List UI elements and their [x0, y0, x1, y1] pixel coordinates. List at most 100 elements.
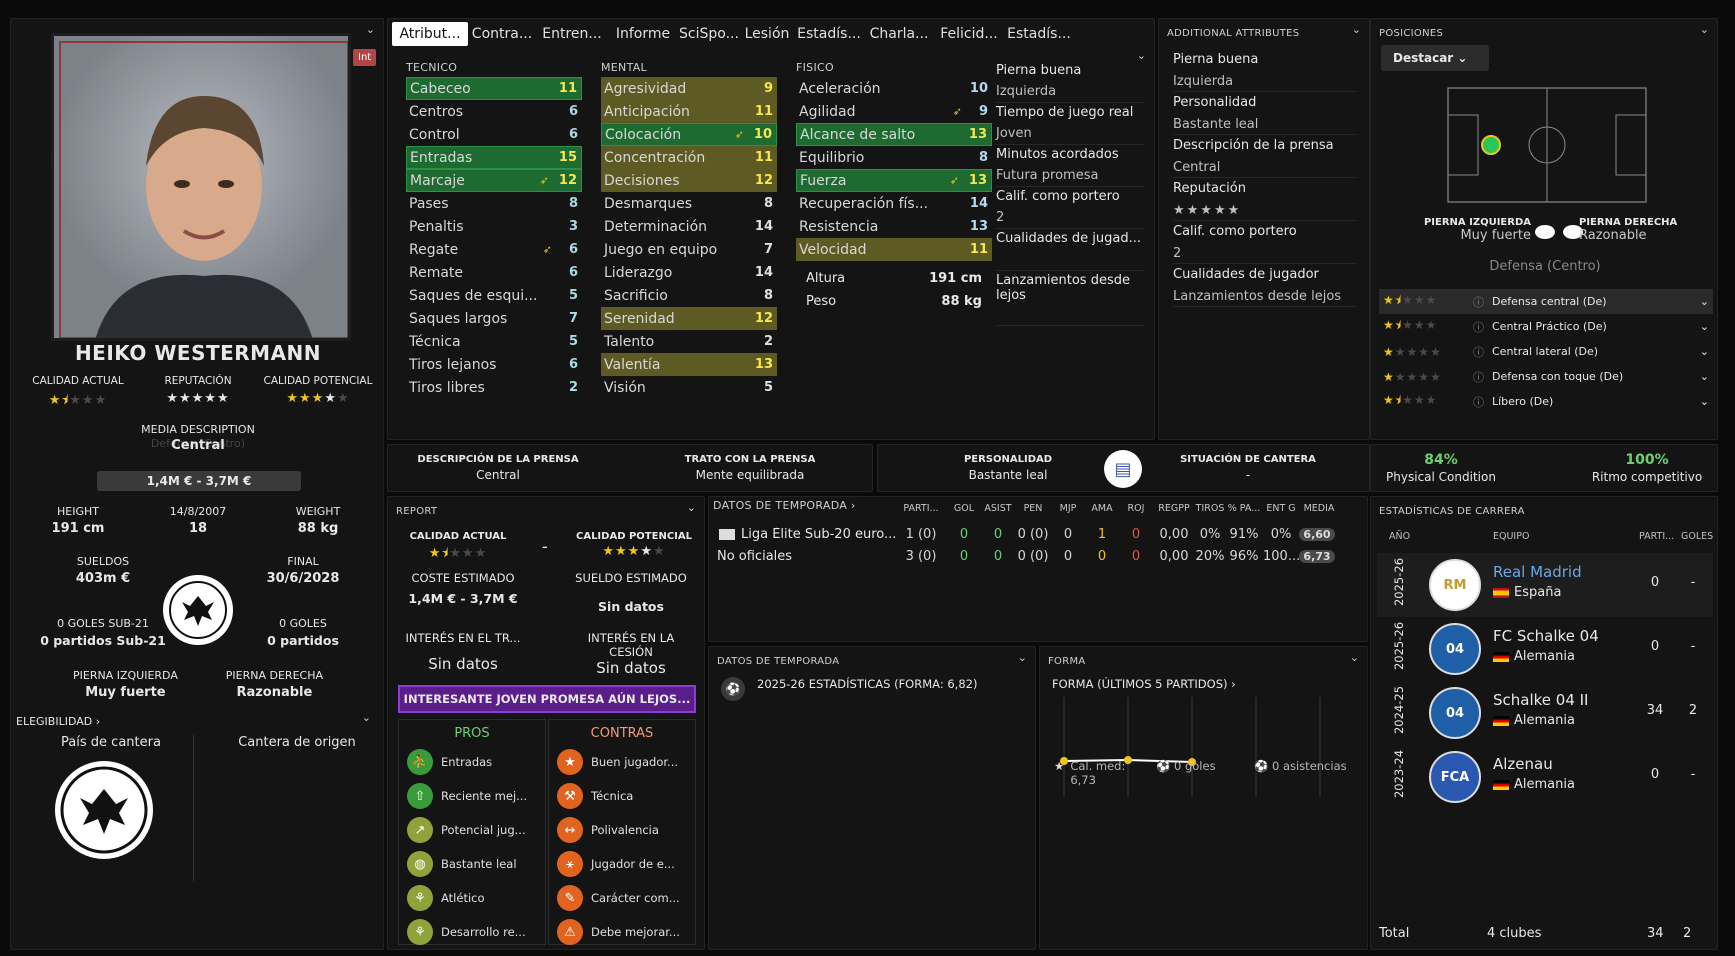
tecnico-attr-row[interactable]: Pases 8 — [406, 192, 582, 215]
info-icon[interactable]: ⓘ — [1473, 320, 1484, 334]
tecnico-attr-row[interactable]: Saques de esqui... 5 — [406, 284, 582, 307]
tecnico-attr-row[interactable]: Centros 6 — [406, 100, 582, 123]
career-club[interactable]: Alzenau — [1493, 755, 1553, 773]
fisico-attr-row[interactable]: Aceleración 10 — [796, 77, 992, 100]
mental-attr-row[interactable]: Anticipación 11 — [601, 100, 777, 123]
con-item[interactable]: ⚠ Debe mejorar... — [557, 915, 695, 949]
chevron-down-icon[interactable]: ⌄ — [686, 501, 696, 514]
report-banner[interactable]: INTERESANTE JOVEN PROMESA AÚN LEJOS... — [398, 685, 696, 713]
mental-attr-row[interactable]: Liderazgo 14 — [601, 261, 777, 284]
chevron-down-icon[interactable]: ⌄ — [1699, 23, 1709, 36]
tecnico-attr-row[interactable]: Marcaje ➶ 12 — [406, 169, 582, 192]
tecnico-attr-row[interactable]: Remate 6 — [406, 261, 582, 284]
tecnico-attr-row[interactable]: Penaltis 3 — [406, 215, 582, 238]
season-row[interactable]: No oficiales 3 (0) 0 0 0 (0) 0 0 0 0,00 20% 96% 100… — [713, 545, 1365, 567]
mental-attr-row[interactable]: Determinación 14 — [601, 215, 777, 238]
career-row[interactable]: 2025-26 04 FC Schalke 04 Alemania 0 - — [1377, 617, 1713, 681]
chevron-down-icon[interactable]: ⌄ — [361, 711, 371, 724]
fisico-attr-row[interactable]: Agilidad ➶ 9 — [796, 100, 992, 123]
chevron-down-icon[interactable]: ⌄ — [365, 23, 375, 36]
eligibility-link[interactable]: ELEGIBILIDAD › — [16, 715, 101, 728]
mental-attr-row[interactable]: Sacrificio 8 — [601, 284, 777, 307]
chevron-down-icon[interactable]: ⌄ — [1136, 49, 1146, 62]
info-icon[interactable]: ⓘ — [1473, 345, 1484, 359]
role-row[interactable]: ★★★★★ ⓘ Central lateral (De) ⌄ — [1379, 339, 1713, 364]
tab-2[interactable]: Entren... — [542, 26, 602, 42]
fisico-attr-row[interactable]: Alcance de salto 13 — [796, 123, 992, 146]
tecnico-attr-row[interactable]: Control 6 — [406, 123, 582, 146]
role-row[interactable]: ★★★★★ ⓘ Defensa con toque (De) ⌄ — [1379, 364, 1713, 389]
tab-0[interactable]: Atribut... — [392, 22, 468, 46]
tecnico-attr-row[interactable]: Regate ➶ 6 — [406, 238, 582, 261]
con-item[interactable]: ⚒ Técnica — [557, 779, 695, 813]
career-row[interactable]: 2023-24 FCA Alzenau Alemania 0 - — [1377, 745, 1713, 809]
fisico-attr-row[interactable]: Velocidad 11 — [796, 238, 992, 261]
con-item[interactable]: ✎ Carácter com... — [557, 881, 695, 915]
season-title[interactable]: DATOS DE TEMPORADA › — [713, 499, 856, 512]
pro-item[interactable]: ◍ Bastante leal — [407, 847, 545, 881]
tecnico-attr-row[interactable]: Saques largos 7 — [406, 307, 582, 330]
forma-sub[interactable]: FORMA (ÚLTIMOS 5 PARTIDOS) › — [1052, 677, 1236, 691]
mental-attr-row[interactable]: Serenidad 12 — [601, 307, 777, 330]
chevron-down-icon[interactable]: ⌄ — [1699, 395, 1709, 408]
fisico-attr-row[interactable]: Equilibrio 8 — [796, 146, 992, 169]
tab-7[interactable]: Charla... — [869, 26, 929, 42]
tecnico-attr-row[interactable]: Cabeceo 11 — [406, 77, 582, 100]
fisico-attr-row[interactable]: Resistencia 13 — [796, 215, 992, 238]
chevron-down-icon[interactable]: ⌄ — [1349, 651, 1359, 664]
role-row[interactable]: ★⯨★★★ ⓘ Central Práctico (De) ⌄ — [1379, 314, 1713, 339]
role-row[interactable]: ★⯨★★★ ⓘ Líbero (De) ⌄ — [1379, 389, 1713, 414]
career-club[interactable]: Real Madrid — [1493, 563, 1582, 581]
tab-9[interactable]: Estadís... — [1007, 26, 1071, 42]
season-row[interactable]: Liga Élite Sub-20 euro... 1 (0) 0 0 0 (0) 0 1 0… — [713, 523, 1365, 545]
pro-item[interactable]: ↗ Potencial jug... — [407, 813, 545, 847]
tecnico-attr-row[interactable]: Tiros libres 2 — [406, 376, 582, 399]
mental-attr-row[interactable]: Visión 5 — [601, 376, 777, 399]
career-club[interactable]: Schalke 04 II — [1493, 691, 1589, 709]
career-row[interactable]: 2025-26 RM Real Madrid España 0 - — [1377, 553, 1713, 617]
pro-item[interactable]: ⚘ Atlético — [407, 881, 545, 915]
pro-item[interactable]: ⛹ Entradas — [407, 745, 545, 779]
mental-attr-row[interactable]: Juego en equipo 7 — [601, 238, 777, 261]
mental-attr-row[interactable]: Colocación ➶ 10 — [601, 123, 777, 146]
chevron-down-icon[interactable]: ⌄ — [1351, 23, 1361, 36]
mental-attr-right: 2 — [757, 334, 773, 349]
con-item[interactable]: ★ Buen jugador... — [557, 745, 695, 779]
con-item[interactable]: ⚹ Jugador de e... — [557, 847, 695, 881]
chevron-down-icon[interactable]: ⌄ — [1699, 370, 1709, 383]
tab-4[interactable]: SciSpo... — [679, 26, 739, 42]
mental-attr-row[interactable]: Valentía 13 — [601, 353, 777, 376]
mental-attr-row[interactable]: Talento 2 — [601, 330, 777, 353]
tab-3[interactable]: Informe — [615, 26, 671, 42]
fisico-attr-row[interactable]: Fuerza ➶ 13 — [796, 169, 992, 192]
mental-attr-row[interactable]: Agresividad 9 — [601, 77, 777, 100]
tab-8[interactable]: Felicid... — [940, 26, 998, 42]
career-club[interactable]: FC Schalke 04 — [1493, 627, 1599, 645]
tecnico-attr-row[interactable]: Tiros lejanos 6 — [406, 353, 582, 376]
info-icon[interactable]: ⓘ — [1473, 295, 1484, 309]
tab-1[interactable]: Contra... — [471, 26, 533, 42]
info-icon[interactable]: ⓘ — [1473, 370, 1484, 384]
career-row[interactable]: 2024-25 04 Schalke 04 II Alemania 34 2 — [1377, 681, 1713, 745]
flag-icon — [1493, 651, 1509, 662]
fisico-attr-row[interactable]: Recuperación fís... 14 — [796, 192, 992, 215]
chevron-down-icon[interactable]: ⌄ — [1699, 320, 1709, 333]
highlight-dropdown[interactable]: Destacar ⌄ — [1381, 45, 1489, 71]
tab-6[interactable]: Estadís... — [797, 26, 861, 42]
mental-attr-row[interactable]: Concentración 11 — [601, 146, 777, 169]
side-attr-value: Futura promesa — [996, 166, 1144, 187]
role-row[interactable]: ★⯨★★★ ⓘ Defensa central (De) ⌄ — [1379, 289, 1713, 314]
info-icon[interactable]: ⓘ — [1473, 395, 1484, 409]
chevron-down-icon[interactable]: ⌄ — [1017, 651, 1027, 664]
tab-5[interactable]: Lesión — [744, 26, 790, 42]
pro-item[interactable]: ⇧ Reciente mej... — [407, 779, 545, 813]
mental-attr-row[interactable]: Desmarques 8 — [601, 192, 777, 215]
tecnico-attr-row[interactable]: Entradas 15 — [406, 146, 582, 169]
con-item[interactable]: ↔ Polivalencia — [557, 813, 695, 847]
pro-item[interactable]: ⚘ Desarrollo re... — [407, 915, 545, 949]
mental-attr-row[interactable]: Decisiones 12 — [601, 169, 777, 192]
int-badge[interactable]: Int — [353, 49, 377, 66]
tecnico-attr-row[interactable]: Técnica 5 — [406, 330, 582, 353]
chevron-down-icon[interactable]: ⌄ — [1699, 345, 1709, 358]
chevron-down-icon[interactable]: ⌄ — [1699, 295, 1709, 308]
